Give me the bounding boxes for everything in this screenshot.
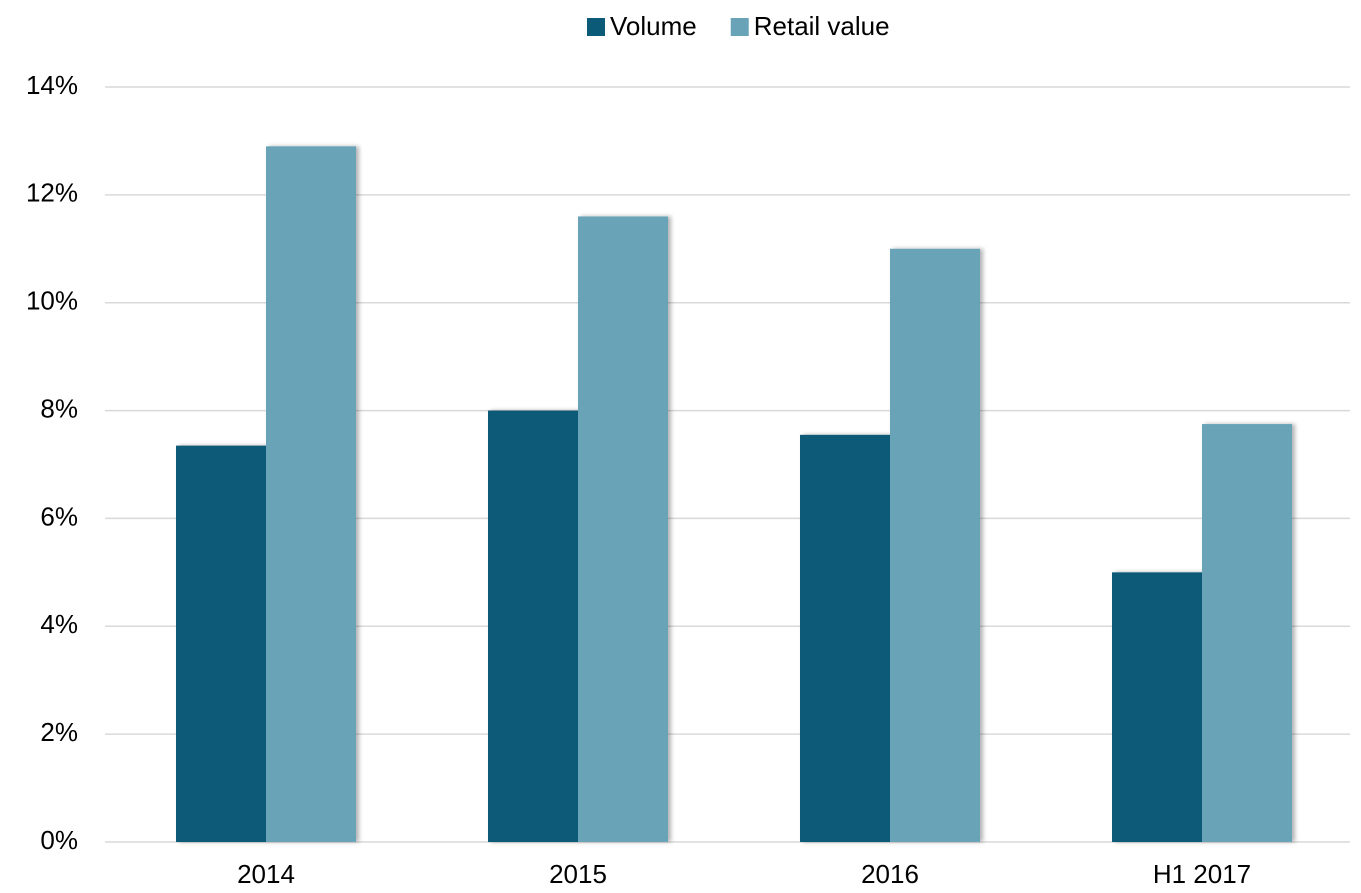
y-tick-label: 10%	[26, 286, 78, 316]
bar	[488, 410, 578, 842]
bar	[176, 445, 266, 842]
y-tick-label: 8%	[40, 393, 78, 423]
x-tick-label: 2014	[237, 859, 295, 889]
y-tick-label: 12%	[26, 178, 78, 208]
bar	[266, 146, 356, 843]
y-tick-label: 6%	[40, 501, 78, 531]
y-tick-label: 14%	[26, 70, 78, 100]
legend-label: Volume	[610, 11, 697, 41]
x-tick-label: 2015	[549, 859, 607, 889]
legend-swatch	[730, 18, 749, 36]
y-tick-label: 2%	[40, 717, 78, 747]
bar	[800, 434, 890, 842]
bar	[578, 216, 668, 842]
x-tick-label: H1 2017	[1153, 859, 1251, 889]
legend-swatch	[587, 18, 605, 36]
bar	[1112, 572, 1202, 842]
x-tick-label: 2016	[861, 859, 919, 889]
bar	[890, 248, 980, 843]
bar	[1202, 424, 1292, 842]
legend-label: Retail value	[754, 11, 890, 41]
y-tick-label: 4%	[40, 609, 78, 639]
y-tick-label: 0%	[40, 825, 78, 855]
